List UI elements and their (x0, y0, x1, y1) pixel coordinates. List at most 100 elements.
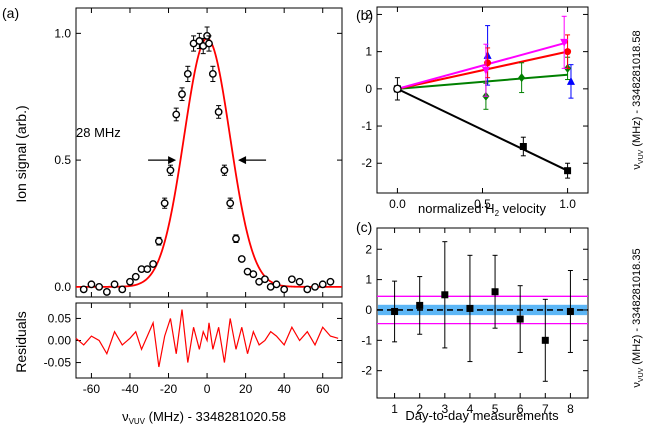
b-data-point (481, 66, 490, 75)
panel-a-label: (a) (2, 5, 19, 21)
panel-c-y-tick-label: 2 (365, 242, 372, 256)
data-point (110, 280, 119, 289)
residuals-line (75, 309, 339, 368)
panel-c-y-axis-label: νVUV (MHz) - 3348281018.35 (631, 248, 645, 387)
data-point (143, 265, 152, 274)
panel-c-x-tick-label: 7 (542, 402, 549, 416)
fit-line (397, 50, 568, 90)
x-label-rest: (MHz) - 3348281020.58 (145, 409, 286, 424)
data-point (102, 288, 111, 296)
residuals-x-tick-label: -60 (83, 382, 101, 396)
panel-c-x-tick-label: 8 (567, 402, 574, 416)
panel-b-y-axis-label: νVUV (MHz) - 3348281018.58 (631, 30, 645, 169)
residuals-x-tick-label: 20 (239, 382, 253, 396)
fwhm-arrowhead-left (168, 156, 177, 165)
fit-line (396, 87, 569, 172)
residuals-x-tick-label: -20 (160, 382, 178, 396)
data-point (205, 39, 213, 48)
panel-b-x-axis-label: normalized H2 velocity (418, 201, 547, 218)
panel-c: (c) 1 2 3 4 5 6 7 8 -2 -1 0 1 2 Day-to-day measureme… (356, 219, 645, 423)
data-point (311, 282, 319, 291)
panel-c-y-tick-label: 1 (365, 273, 372, 287)
data-point (237, 255, 246, 263)
panel-c-y-tick-label: -2 (361, 364, 372, 378)
panel-c-x-axis-label: Day-to-day measurements (405, 408, 559, 423)
data-point (214, 108, 223, 116)
panel-a: (a) 0.0 0.5 1.0 Ion signal (arb.) 28 MHz (2, 5, 343, 298)
fit-curve (76, 37, 342, 288)
b-y-label-rest: (MHz) - 3348281018.58 (631, 30, 643, 149)
data-point (303, 285, 312, 294)
data-point (154, 237, 163, 246)
residuals-plot-area (75, 302, 343, 379)
panel-a-y-axis-label: Ion signal (arb.) (13, 105, 29, 202)
data-point (87, 280, 96, 289)
fit-line (397, 73, 568, 90)
c-data-point (466, 304, 474, 312)
data-point (295, 277, 304, 286)
x-label-nu: ν (122, 409, 129, 424)
fit-line (397, 41, 568, 90)
panel-a-y-tick-label: 1.0 (54, 26, 71, 40)
data-point (195, 37, 204, 45)
data-point (326, 277, 335, 286)
data-point (260, 275, 269, 284)
panel-b-y-tick-label: -1 (361, 119, 372, 133)
x-label-subscript: VUV (129, 417, 146, 426)
residuals-y-tick-label: -0.05 (44, 356, 72, 370)
data-point (272, 280, 281, 289)
panel-b-x-tick-label: 1.0 (559, 197, 576, 211)
panel-c-plot-area (376, 227, 589, 399)
residuals-content: -60 -40 -20 0 20 40 60 -0.05 0.00 0.05 (44, 303, 342, 396)
residuals-y-tick-label: 0.00 (48, 334, 72, 348)
panel-a-y-tick-label: 0.5 (54, 153, 71, 167)
panel-c-y-tick-label: 0 (365, 303, 372, 317)
panel-a-residuals: -60 -40 -20 0 20 40 60-0.050.000.05 Residuals … (13, 302, 343, 426)
origin-point (393, 84, 402, 94)
panel-b-label: (b) (356, 7, 373, 23)
residuals-x-tick-label: 40 (277, 382, 291, 396)
b-x-label-post: velocity (499, 201, 546, 216)
data-point (126, 277, 134, 286)
data-point (287, 275, 296, 284)
panel-c-content: 1 2 3 4 5 6 7 8 -2 -1 0 1 2 (361, 228, 588, 416)
panel-a-content: 0.0 0.5 1.0 (54, 8, 342, 297)
c-data-point (541, 336, 549, 344)
c-data-point (391, 307, 399, 315)
c-data-point (416, 301, 424, 309)
panel-c-x-tick-label: 1 (391, 402, 398, 416)
residuals-x-tick-label: -40 (121, 382, 139, 396)
panel-c-x-tick-label: 5 (492, 402, 499, 416)
data-point (160, 199, 169, 208)
c-y-label-nu: ν (631, 382, 643, 388)
c-data-point (441, 291, 449, 299)
panel-c-label: (c) (356, 219, 372, 235)
data-point (208, 70, 217, 78)
c-data-point (516, 315, 524, 323)
b-data-point (564, 167, 572, 175)
panel-a-plot-area (75, 7, 343, 298)
b-y-label-subscript: VUV (638, 149, 645, 164)
panel-b-y-tick-label: 2 (365, 7, 372, 21)
data-point (79, 285, 88, 294)
panel-b-x-tick-label: 0.5 (474, 197, 491, 211)
panel-b-y-tick-label: 1 (365, 45, 372, 59)
c-data-point (566, 307, 574, 315)
c-y-label-subscript: VUV (638, 367, 645, 382)
data-point (220, 166, 229, 175)
panel-b-content: 0.0 0.5 1.0 -2 -1 0 1 2 (361, 7, 588, 211)
data-point (249, 270, 258, 279)
residuals-y-axis-label: Residuals (13, 311, 29, 372)
b-x-label-subscript: 2 (495, 209, 500, 218)
data-point (178, 90, 186, 99)
b-data-point (519, 143, 527, 150)
fwhm-arrowhead-right (238, 156, 247, 165)
panel-c-x-tick-label: 6 (517, 402, 524, 416)
panel-c-x-tick-label: 2 (416, 402, 423, 416)
data-point (318, 280, 327, 289)
data-point (232, 234, 240, 243)
data-point (95, 282, 104, 291)
panel-b-y-tick-label: 0 (365, 82, 372, 96)
b-data-point (566, 76, 575, 85)
